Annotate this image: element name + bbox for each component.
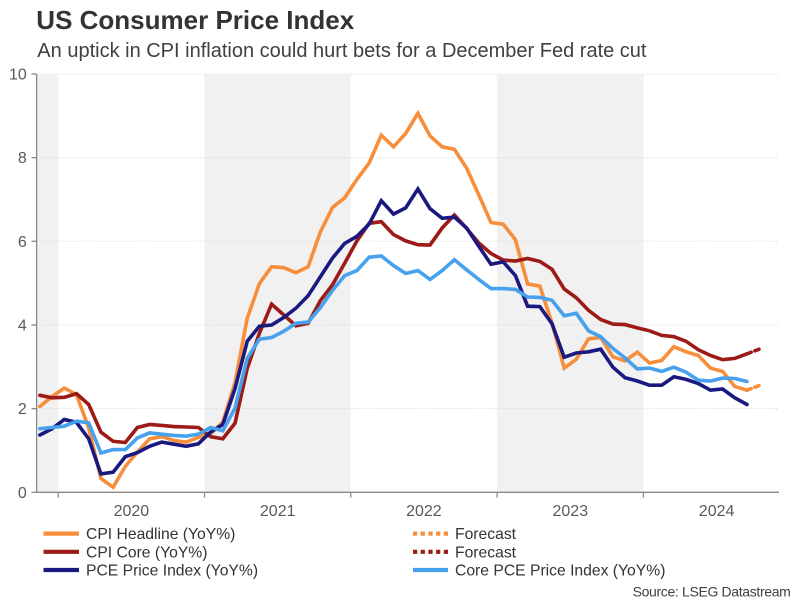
svg-text:Forecast: Forecast [455,544,517,561]
svg-text:CPI Core (YoY%): CPI Core (YoY%) [86,544,207,561]
svg-text:0: 0 [18,485,27,502]
svg-text:8: 8 [18,150,27,167]
svg-text:2020: 2020 [114,503,150,520]
svg-text:2: 2 [18,401,27,418]
svg-text:6: 6 [18,234,27,251]
svg-text:2023: 2023 [553,503,589,520]
svg-text:2021: 2021 [260,503,296,520]
svg-text:Forecast: Forecast [455,526,517,543]
svg-text:10: 10 [9,67,27,84]
svg-text:2024: 2024 [699,503,735,520]
svg-text:Source: LSEG Datastream: Source: LSEG Datastream [633,584,791,600]
svg-text:CPI Headline (YoY%): CPI Headline (YoY%) [86,526,235,543]
svg-text:Core PCE Price Index (YoY%): Core PCE Price Index (YoY%) [455,563,665,580]
svg-text:PCE Price Index (YoY%): PCE Price Index (YoY%) [86,563,258,580]
svg-text:2022: 2022 [406,503,442,520]
svg-text:4: 4 [18,318,27,335]
